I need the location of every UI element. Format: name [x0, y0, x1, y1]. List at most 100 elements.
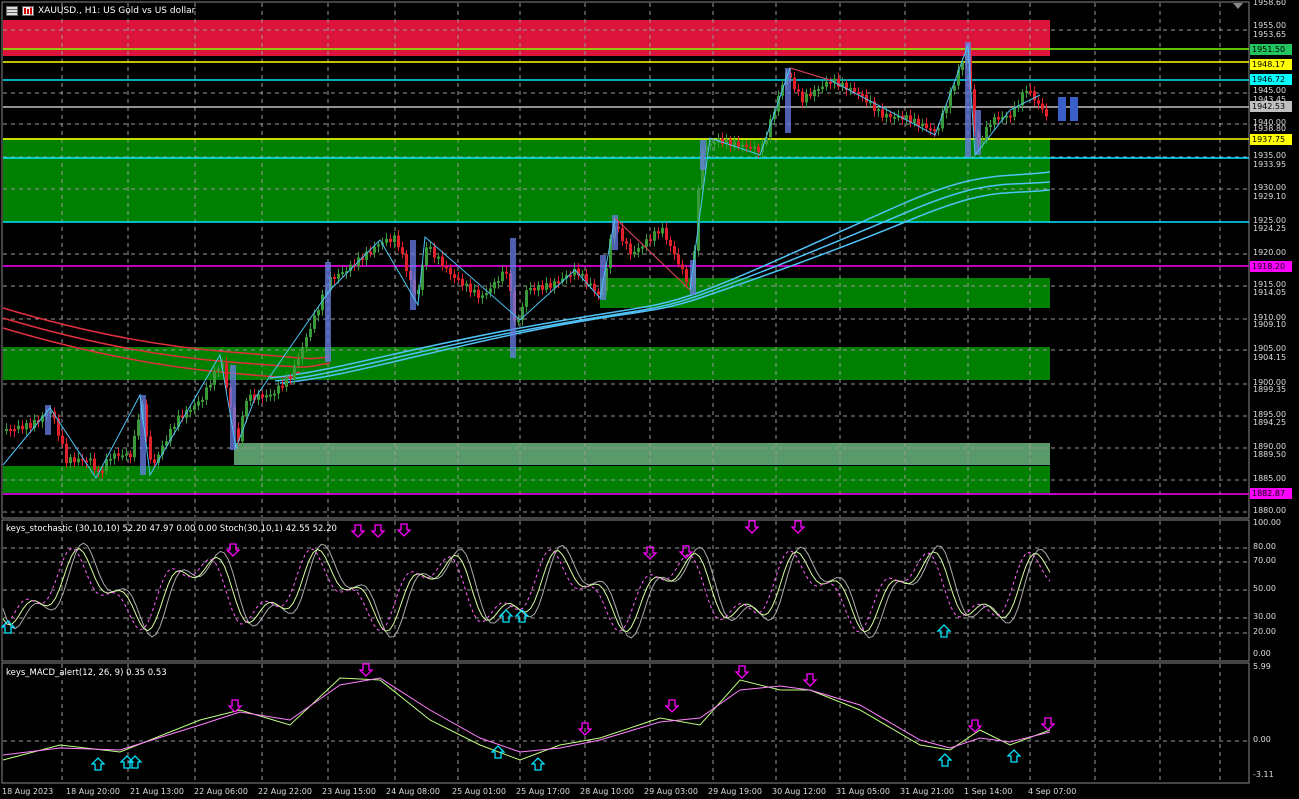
stoch-down-arrow-icon: [370, 524, 386, 538]
candle: [113, 453, 116, 459]
signal-bar: [325, 262, 331, 362]
candle: [837, 78, 840, 87]
candle: [825, 81, 828, 87]
price-tick: 1900.00: [1253, 378, 1287, 387]
candle: [769, 119, 772, 138]
candle: [189, 409, 192, 412]
candle: [481, 295, 484, 299]
candle: [1029, 90, 1032, 93]
candle: [1025, 90, 1028, 93]
signal-bar: [975, 110, 981, 155]
candle: [69, 457, 72, 463]
candle: [985, 127, 988, 141]
candle: [741, 144, 744, 147]
candle: [429, 246, 432, 249]
candle: [557, 281, 560, 284]
demand-zone-2: [600, 278, 1050, 308]
signal-bar: [965, 42, 971, 157]
candle: [1001, 116, 1004, 120]
candle: [929, 128, 932, 131]
candle: [205, 387, 208, 400]
candle: [345, 271, 348, 274]
candle: [893, 116, 896, 119]
price-badge: 1937.75: [1250, 134, 1292, 145]
macd-up-arrow-icon: [530, 757, 546, 771]
ma-red-2: [2, 317, 331, 368]
price-tick: 1915.00: [1253, 280, 1287, 289]
symbol-title-text: XAUUSD., H1: US Gold vs US dollar: [38, 6, 196, 16]
candle: [469, 283, 472, 293]
candle: [669, 239, 672, 246]
macd-down-arrow-icon: [802, 673, 818, 687]
candle: [561, 278, 564, 282]
candle: [309, 328, 312, 338]
candle: [121, 455, 124, 458]
candle: [253, 394, 256, 400]
candle: [605, 268, 608, 291]
price-tick: 1890.00: [1253, 442, 1287, 451]
symbol-menu-icon[interactable]: [6, 6, 18, 16]
signal-bar: [785, 68, 791, 133]
stoch-pane-border: [1, 519, 1250, 662]
candle: [297, 359, 300, 366]
candle: [637, 248, 640, 252]
ma-blue-3: [279, 189, 1051, 384]
price-tick: 1895.00: [1253, 410, 1287, 419]
candle: [437, 256, 440, 259]
candle: [853, 87, 856, 93]
candle: [493, 282, 496, 289]
candle: [941, 113, 944, 129]
candle: [633, 251, 636, 255]
candle: [349, 264, 352, 272]
time-tick: 18 Aug 2023: [2, 787, 54, 796]
candle: [333, 276, 336, 279]
price-tick: 1909.10: [1253, 320, 1287, 329]
price-tick: 1920.00: [1253, 248, 1287, 257]
macd-up-arrow-icon: [90, 757, 106, 771]
candle: [577, 268, 580, 276]
candle: [737, 141, 740, 147]
candle: [361, 257, 364, 261]
candle: [405, 253, 408, 272]
candle: [1033, 91, 1036, 101]
stoch-tick: 100.00: [1253, 518, 1281, 527]
candle: [665, 227, 668, 240]
time-tick: 1 Sep 14:00: [964, 787, 1013, 796]
candle: [169, 428, 172, 442]
candle: [241, 416, 244, 442]
candle: [773, 111, 776, 120]
candle: [25, 423, 28, 430]
candle: [817, 89, 820, 92]
price-tick: 1914.05: [1253, 288, 1287, 297]
candle: [209, 384, 212, 388]
candle: [401, 247, 404, 254]
time-tick: 24 Aug 08:00: [386, 787, 440, 796]
candle: [549, 283, 552, 288]
candle: [645, 239, 648, 247]
candle: [505, 271, 508, 274]
macd-down-arrow-icon: [358, 663, 374, 677]
candle: [173, 426, 176, 429]
candle: [585, 273, 588, 284]
macd-down-arrow-icon: [1040, 717, 1056, 731]
candle: [385, 238, 388, 243]
candle: [93, 458, 96, 470]
candle: [33, 420, 36, 429]
candle: [21, 425, 24, 430]
candle: [445, 266, 448, 269]
candle: [237, 428, 240, 442]
signal-bar: [700, 140, 706, 170]
shift-marker-icon[interactable]: [1233, 3, 1243, 9]
candle: [745, 144, 748, 147]
candle: [725, 139, 728, 145]
candle: [1013, 107, 1016, 117]
candle: [77, 458, 80, 463]
demand-zone-3: [3, 347, 1050, 380]
candle: [337, 273, 340, 279]
candle: [1037, 100, 1040, 104]
candle: [497, 281, 500, 284]
time-tick: 29 Aug 19:00: [708, 787, 762, 796]
candle: [197, 401, 200, 406]
chart-type-icon[interactable]: [22, 6, 34, 16]
